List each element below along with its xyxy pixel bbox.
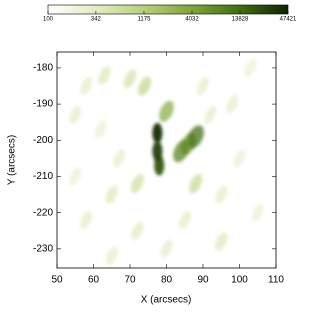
y-tick-label: -220: [33, 207, 53, 218]
intensity-blob: [173, 140, 190, 163]
image: [69, 59, 264, 266]
intensity-blob: [197, 76, 209, 96]
x-tick-label: 110: [268, 275, 284, 286]
colorbar-tick-label: 4032: [185, 17, 199, 23]
colorbar-tick-label: 1175: [138, 17, 152, 23]
intensity-blob: [105, 185, 118, 204]
x-tick-label: 60: [88, 275, 100, 286]
colorbar-tick-label: 13828: [232, 17, 249, 23]
x-axis-label: X (arcsecs): [141, 295, 192, 306]
intensity-blob: [130, 174, 144, 194]
intensity-blob: [69, 167, 82, 186]
intensity-blob: [131, 221, 144, 240]
intensity-blob: [215, 185, 228, 204]
intensity-blob: [94, 120, 107, 139]
intensity-blob: [152, 123, 163, 144]
x-tick-label: 80: [161, 275, 173, 286]
intensity-blob: [80, 76, 93, 96]
intensity-blob: [215, 232, 228, 251]
intensity-blob: [226, 95, 239, 114]
intensity-blob: [138, 76, 152, 96]
intensity-blob: [251, 203, 264, 222]
y-axis-label: Y (arcsecs): [7, 135, 18, 185]
intensity-blob: [152, 141, 163, 162]
y-tick-label: -180: [33, 63, 53, 74]
colorbar-tick-label: 47421: [280, 17, 297, 23]
y-tick-label: -190: [33, 99, 53, 110]
intensity-blob: [159, 100, 174, 122]
intensity-blob: [123, 69, 137, 89]
intensity-blob: [178, 210, 191, 229]
intensity-blob: [187, 125, 204, 149]
intensity-blob: [160, 239, 173, 258]
intensity-blob: [69, 105, 82, 124]
colorbar-tick-label: 100: [43, 17, 54, 23]
intensity-blob: [98, 65, 111, 85]
x-tick-label: 100: [231, 275, 248, 286]
x-tick-label: 70: [124, 275, 136, 286]
intensity-blob: [189, 174, 203, 194]
y-tick-label: -210: [33, 171, 53, 182]
intensity-blob: [204, 105, 217, 124]
intensity-blob: [233, 149, 246, 168]
intensity-blob: [105, 247, 118, 266]
colorbar: [47, 4, 289, 15]
intensity-blob: [244, 59, 257, 77]
y-tick-label: -200: [33, 135, 53, 146]
x-tick-label: 90: [197, 275, 209, 286]
x-tick-label: 50: [51, 275, 63, 286]
intensity-blob: [113, 149, 125, 168]
colorbar-tick-label: 342: [91, 17, 102, 23]
intensity-blob: [80, 210, 93, 229]
y-tick-label: -230: [33, 243, 53, 254]
